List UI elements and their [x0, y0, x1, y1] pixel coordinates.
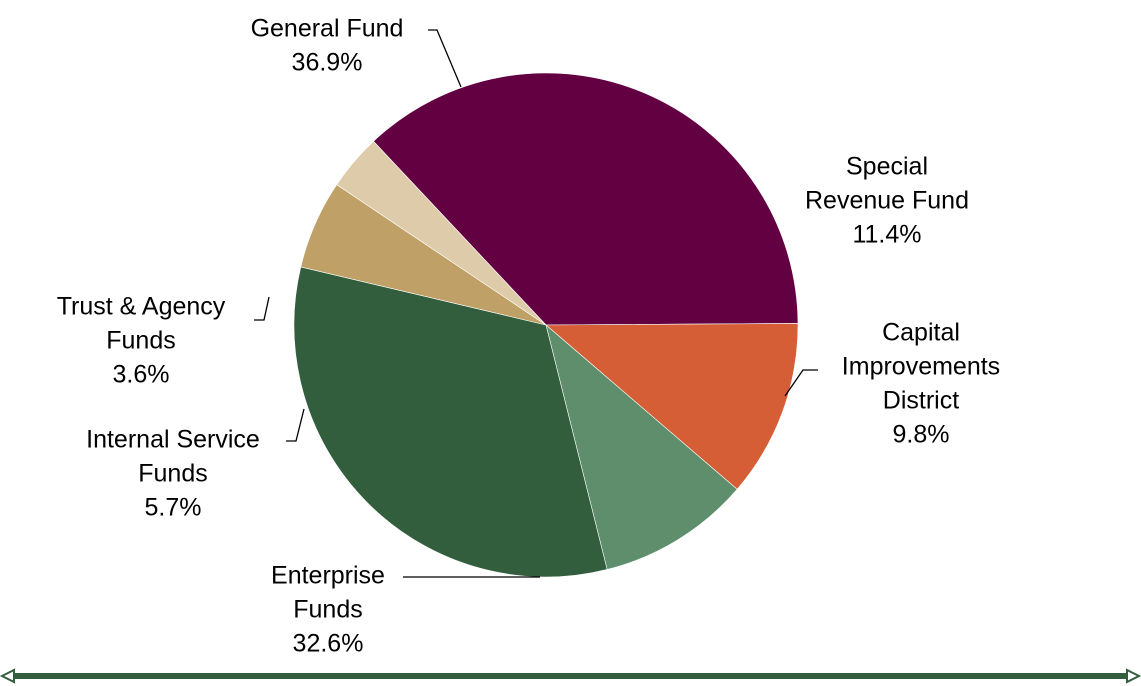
slice-name-line-5-0: Trust & Agency [57, 293, 226, 321]
pie-slice-0 [373, 72, 799, 326]
leader-line-5 [254, 296, 270, 321]
slice-name-line-2-2: District [883, 387, 959, 415]
slice-labels: General Fund 36.9% Special Revenue Fund 11.4… [57, 15, 1000, 658]
leader-line-0 [428, 29, 462, 88]
slice-label-4: Internal Service Funds 5.7% [86, 426, 260, 522]
leader-line-4 [286, 408, 305, 442]
slice-label-0: General Fund 36.9% [251, 15, 404, 77]
slice-name-line-4-1: Funds [138, 460, 207, 488]
divider-right-arrow-icon [1126, 668, 1141, 684]
slice-label-3: Enterprise Funds 32.6% [271, 562, 385, 658]
pie-slice-5 [336, 140, 547, 326]
slice-name-line-3-1: Funds [293, 596, 362, 624]
slice-name-line-3-0: Enterprise [271, 562, 385, 590]
slice-percent-2: 9.8% [893, 421, 950, 449]
slice-percent-3: 32.6% [293, 630, 364, 658]
slice-percent-5: 3.6% [113, 361, 170, 389]
slice-label-2: Capital Improvements District 9.8% [842, 319, 1000, 449]
pie-slice-1 [545, 323, 799, 490]
pie-slice-2 [545, 324, 738, 570]
slice-name-line-0-0: General Fund [251, 15, 404, 43]
pie-slices [293, 72, 799, 578]
slice-label-1: Special Revenue Fund 11.4% [805, 153, 969, 249]
slice-name-line-2-1: Improvements [842, 353, 1000, 381]
divider-left-arrow-icon [0, 668, 15, 684]
slice-name-line-4-0: Internal Service [86, 426, 260, 454]
slice-percent-1: 11.4% [852, 221, 921, 249]
slice-name-line-1-0: Special [846, 153, 928, 181]
slice-label-5: Trust & Agency Funds 3.6% [57, 293, 226, 389]
slice-percent-0: 36.9% [292, 49, 363, 77]
slice-name-line-1-1: Revenue Fund [805, 187, 969, 215]
leader-line-2 [784, 369, 818, 397]
leader-lines [254, 29, 818, 578]
slice-percent-4: 5.7% [145, 494, 202, 522]
slice-name-line-5-1: Funds [106, 327, 175, 355]
slice-name-line-2-0: Capital [882, 319, 960, 347]
bottom-divider [0, 668, 1141, 684]
